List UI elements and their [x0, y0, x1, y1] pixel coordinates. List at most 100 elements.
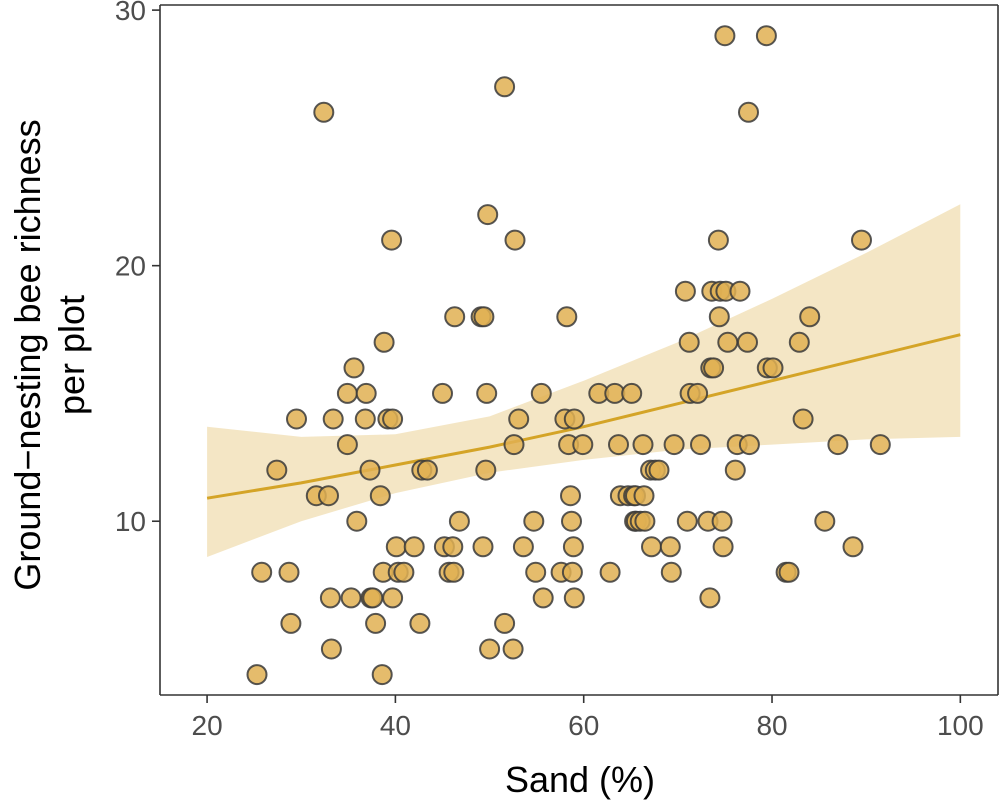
data-point	[707, 229, 729, 251]
data-point	[708, 306, 730, 328]
data-point	[494, 612, 516, 634]
x-tick-label: 40	[380, 710, 411, 741]
data-point	[814, 510, 836, 532]
data-point	[561, 510, 582, 532]
data-point	[403, 536, 425, 558]
data-point	[280, 612, 302, 634]
data-point	[512, 536, 534, 558]
data-point	[448, 510, 470, 532]
data-point	[676, 510, 698, 532]
data-point	[714, 25, 736, 47]
data-point	[869, 434, 891, 456]
data-point	[355, 382, 377, 404]
data-point	[632, 434, 654, 456]
data-point	[663, 434, 685, 456]
data-point	[393, 561, 415, 583]
data-point	[340, 587, 362, 609]
data-point	[563, 587, 585, 609]
data-point	[737, 331, 758, 353]
x-tick-label: 100	[937, 710, 984, 741]
data-point	[381, 229, 403, 251]
trend-line-layer	[206, 333, 961, 500]
data-point	[472, 536, 494, 558]
data-point	[572, 434, 594, 456]
data-point	[479, 638, 501, 660]
data-point	[382, 408, 404, 430]
data-point	[827, 434, 849, 456]
y-tick-label: 20	[115, 251, 146, 282]
data-point	[318, 485, 339, 507]
data-point	[373, 331, 395, 353]
confidence-band	[207, 204, 961, 558]
data-point	[442, 536, 464, 558]
points-layer	[246, 25, 891, 686]
data-point	[362, 587, 384, 609]
data-point	[634, 510, 656, 532]
data-point	[563, 408, 585, 430]
trend-line	[206, 333, 961, 500]
data-point	[762, 357, 784, 379]
data-point	[523, 510, 545, 532]
data-point	[525, 561, 547, 583]
y-axis-title-line1: Ground−nesting bee richness	[7, 119, 48, 590]
data-point	[799, 306, 821, 328]
data-point	[476, 382, 498, 404]
data-point	[717, 331, 739, 353]
data-point	[266, 459, 288, 481]
data-point	[320, 638, 342, 660]
x-tick-label: 20	[192, 710, 223, 741]
data-point	[648, 459, 670, 481]
y-tick-label: 30	[115, 0, 146, 26]
data-point	[560, 485, 581, 507]
data-point	[443, 561, 465, 583]
data-point	[678, 331, 700, 353]
data-point	[369, 485, 391, 507]
data-point	[371, 664, 393, 686]
data-point	[508, 408, 530, 430]
data-point	[502, 638, 524, 660]
data-point	[738, 101, 759, 123]
x-axis-title: Sand (%)	[505, 759, 655, 800]
data-point	[724, 459, 746, 481]
data-point	[703, 357, 725, 379]
axes-layer: 20 40 60 80 100 10 20 30	[115, 0, 999, 741]
data-point	[504, 229, 526, 251]
data-point	[365, 612, 387, 634]
data-point	[792, 408, 814, 430]
data-point	[842, 536, 864, 558]
data-point	[343, 357, 365, 379]
data-point	[251, 561, 273, 583]
x-tick-label: 60	[568, 710, 599, 741]
data-point	[699, 587, 721, 609]
data-point	[599, 561, 621, 583]
data-point	[416, 459, 438, 481]
data-point	[473, 306, 495, 328]
data-point	[711, 510, 733, 532]
data-point	[319, 587, 341, 609]
data-point	[346, 510, 368, 532]
data-point	[494, 76, 516, 98]
data-point	[659, 536, 681, 558]
data-point	[687, 382, 709, 404]
data-point	[755, 25, 777, 47]
data-point	[641, 536, 662, 558]
data-point	[729, 280, 751, 302]
data-point	[475, 459, 497, 481]
data-point	[556, 306, 578, 328]
y-tick-label: 10	[115, 506, 146, 537]
data-point	[359, 459, 381, 481]
data-point	[286, 408, 307, 430]
data-point	[660, 561, 682, 583]
data-point	[409, 612, 431, 634]
data-point	[712, 536, 734, 558]
data-point	[322, 408, 344, 430]
data-point	[690, 434, 711, 456]
data-point	[444, 306, 466, 328]
data-point	[778, 561, 800, 583]
data-point	[562, 536, 584, 558]
data-point	[532, 587, 554, 609]
data-point	[561, 561, 583, 583]
data-point	[336, 434, 358, 456]
